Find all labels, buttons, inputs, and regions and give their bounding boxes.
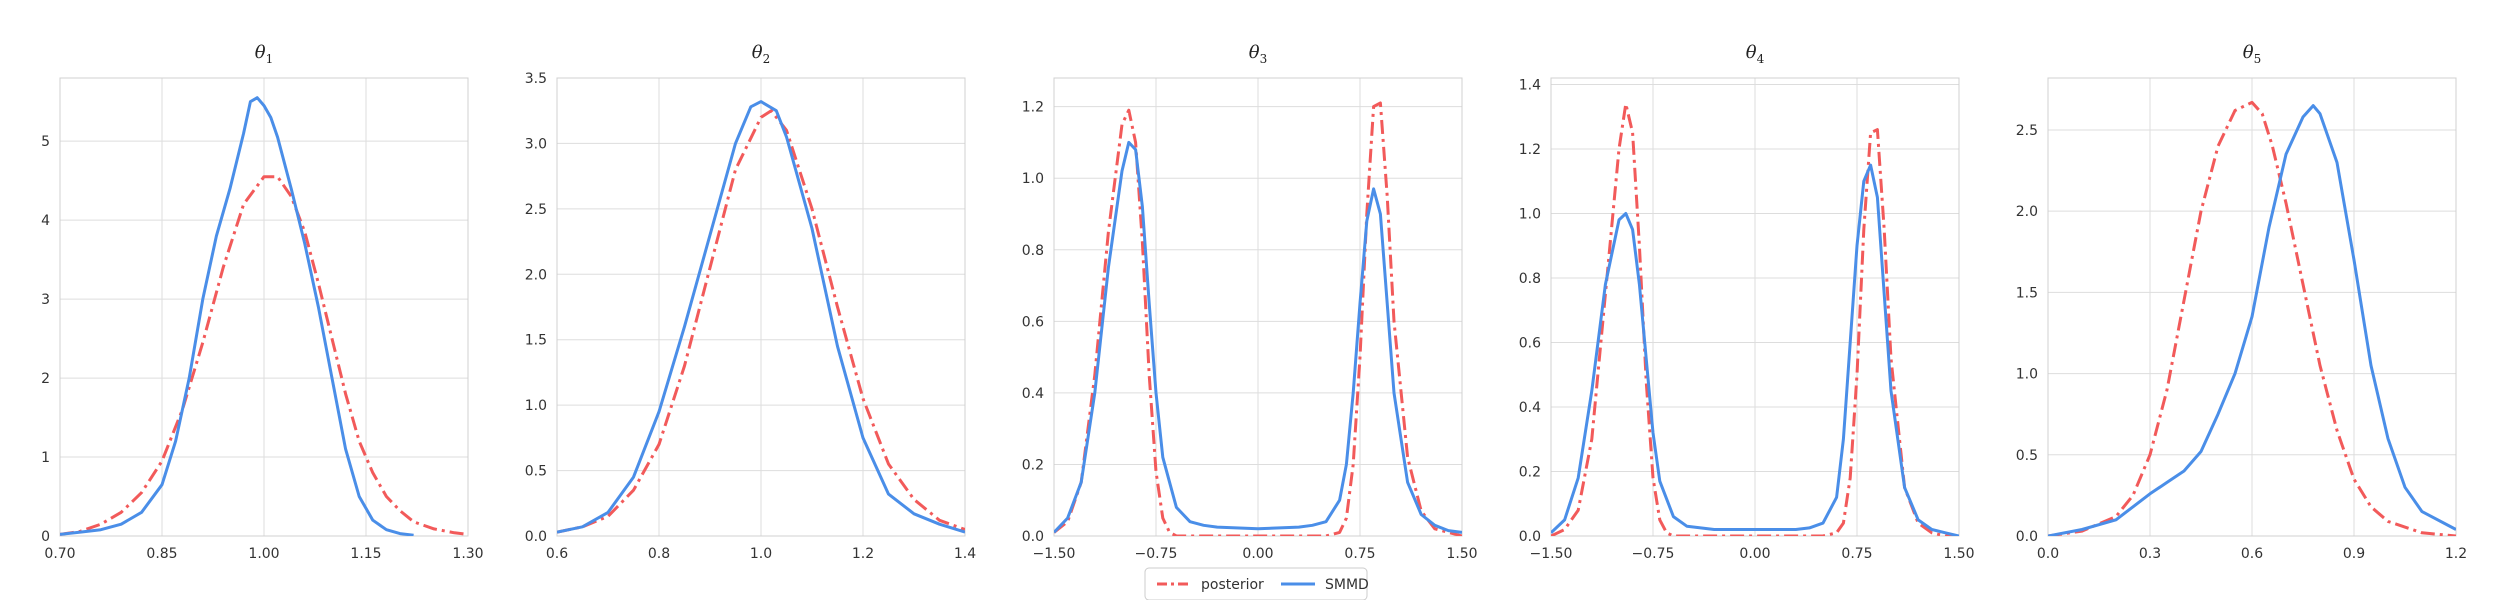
panel-title: θ3 <box>1249 42 1267 66</box>
x-tick-label: −1.50 <box>1033 546 1076 562</box>
panel-theta-2: 0.6 0.8 1.0 1.2 1.4 0.0 0.5 1.0 1.5 2.0 2.5 3.0 3.5 θ… <box>525 42 976 562</box>
chart-panels: 0.70 0.85 1.00 1.15 1.30 0 1 2 3 4 5 θ1 0.6 0.8 1.0 1.2… <box>41 42 2467 562</box>
y-tick-label: 1.4 <box>1519 77 1541 93</box>
x-tick-label: 1.2 <box>2445 546 2467 562</box>
y-tick-label: 0.4 <box>1519 400 1541 416</box>
x-tick-label: 1.30 <box>452 546 483 562</box>
y-tick-label: 2.0 <box>2016 204 2038 220</box>
x-tick-label: 0.70 <box>44 546 75 562</box>
y-tick-label: 3 <box>41 292 50 308</box>
y-tick-label: 0.4 <box>1022 386 1044 402</box>
y-tick-label: 1.2 <box>1022 100 1044 116</box>
x-tick-label: −0.75 <box>1135 546 1178 562</box>
series-line-smmd <box>1551 163 1959 536</box>
x-tick-label: 1.2 <box>852 546 874 562</box>
y-tick-label: 0.0 <box>1022 529 1044 545</box>
x-tick-label: 1.4 <box>954 546 976 562</box>
y-tick-label: 0.5 <box>2016 448 2038 464</box>
panel-theta-4: −1.50 −0.75 0.00 0.75 1.50 0.0 0.2 0.4 0.6 0.8 1.0… <box>1519 42 1975 562</box>
y-tick-label: 1.5 <box>2016 285 2038 301</box>
x-tick-label: −0.75 <box>1632 546 1675 562</box>
y-tick-label: 0.6 <box>1519 335 1541 351</box>
legend-label-smmd: SMMD <box>1325 577 1369 593</box>
x-tick-label: 1.50 <box>1943 546 1974 562</box>
plot-frame <box>59 77 469 537</box>
y-tick-label: 2 <box>41 371 50 387</box>
y-tick-label: 0.0 <box>2016 529 2038 545</box>
series-line-smmd <box>1054 140 1462 534</box>
y-tick-label: 0 <box>41 529 50 545</box>
y-tick-label: 1.0 <box>2016 367 2038 383</box>
y-tick-label: 0.8 <box>1519 271 1541 287</box>
plot-frame <box>2047 77 2457 537</box>
panel-title: θ4 <box>1746 42 1765 66</box>
y-tick-label: 2.5 <box>525 202 547 218</box>
y-tick-label: 1 <box>41 450 50 466</box>
y-tick-label: 3.0 <box>525 136 547 152</box>
y-tick-label: 1.0 <box>1022 171 1044 187</box>
plot-frame <box>556 77 966 537</box>
y-tick-label: 0.5 <box>525 464 547 480</box>
panel-theta-3: −1.50 −0.75 0.00 0.75 1.50 0.0 0.2 0.4 0.6 0.8 1.0… <box>1022 42 1478 562</box>
y-tick-label: 0.0 <box>1519 529 1541 545</box>
series-line-posterior <box>2048 100 2456 536</box>
series-line-posterior <box>557 109 965 534</box>
y-tick-label: 0.0 <box>525 529 547 545</box>
panel-theta-1: 0.70 0.85 1.00 1.15 1.30 0 1 2 3 4 5 θ1 <box>41 42 484 562</box>
y-tick-label: 3.5 <box>525 71 547 87</box>
y-tick-label: 1.2 <box>1519 142 1541 158</box>
x-tick-label: 0.0 <box>2037 546 2059 562</box>
y-tick-label: 5 <box>41 134 50 150</box>
legend-box <box>1144 567 1368 600</box>
panel-title: θ1 <box>255 42 273 66</box>
panel-theta-5: 0.0 0.3 0.6 0.9 1.2 0.0 0.5 1.0 1.5 2.0 2.5 θ5 <box>2016 42 2467 562</box>
x-tick-label: 0.9 <box>2343 546 2365 562</box>
x-tick-label: 1.0 <box>750 546 772 562</box>
y-tick-label: 0.6 <box>1022 314 1044 330</box>
x-tick-label: 0.00 <box>1242 546 1273 562</box>
y-tick-label: 2.0 <box>525 267 547 283</box>
y-tick-label: 0.8 <box>1022 243 1044 259</box>
y-tick-label: 1.0 <box>1519 206 1541 222</box>
y-tick-label: 1.0 <box>525 398 547 414</box>
panel-title: θ2 <box>752 42 770 66</box>
plot-frame <box>1550 77 1960 537</box>
x-tick-label: −1.50 <box>1530 546 1573 562</box>
y-tick-label: 0.2 <box>1022 457 1044 473</box>
x-tick-label: 0.6 <box>2241 546 2263 562</box>
x-tick-label: 0.85 <box>146 546 177 562</box>
y-tick-label: 1.5 <box>525 333 547 349</box>
x-tick-label: 0.00 <box>1739 546 1770 562</box>
x-tick-label: 0.8 <box>648 546 670 562</box>
x-tick-label: 1.00 <box>248 546 279 562</box>
series-line-smmd <box>557 100 965 534</box>
x-tick-label: 0.75 <box>1344 546 1375 562</box>
legend: posterior SMMD <box>1144 567 1369 600</box>
series-line-posterior <box>1551 102 1959 536</box>
series-line-smmd <box>60 96 414 536</box>
x-tick-label: 0.75 <box>1841 546 1872 562</box>
x-tick-label: 0.6 <box>546 546 568 562</box>
x-tick-label: 1.50 <box>1446 546 1477 562</box>
y-tick-label: 4 <box>41 213 50 229</box>
x-tick-label: 0.3 <box>2139 546 2161 562</box>
x-tick-label: 1.15 <box>350 546 381 562</box>
series-line-posterior <box>60 175 468 536</box>
legend-label-posterior: posterior <box>1201 577 1264 593</box>
y-tick-label: 2.5 <box>2016 123 2038 139</box>
series-line-posterior <box>1054 101 1462 536</box>
series-line-smmd <box>2048 104 2456 536</box>
panel-title: θ5 <box>2243 42 2261 66</box>
y-tick-label: 0.2 <box>1519 464 1541 480</box>
